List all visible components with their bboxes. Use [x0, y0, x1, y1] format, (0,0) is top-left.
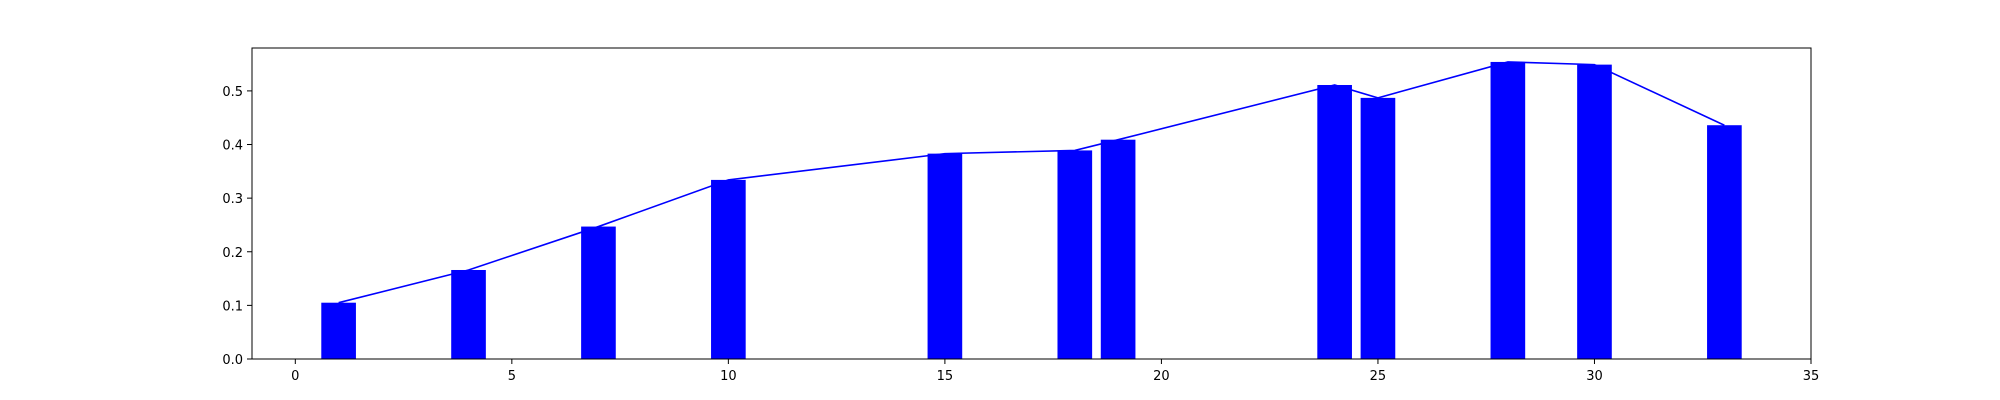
bar: [711, 179, 746, 359]
y-tick-label: 0.1: [222, 299, 243, 314]
y-tick-label: 0.3: [222, 192, 243, 207]
y-tick-label: 0.4: [222, 139, 243, 154]
bar: [1100, 139, 1136, 359]
y-tick-label: 0.0: [222, 353, 243, 368]
bar: [1360, 97, 1396, 359]
y-axis: 0.0 0.1 0.2 0.3 0.4 0.5: [222, 85, 252, 368]
x-tick-label: 5: [508, 369, 516, 384]
x-tick-label: 30: [1586, 369, 1603, 384]
x-tick-label: 20: [1153, 369, 1170, 384]
trend-line: [338, 61, 1725, 304]
x-tick-label: 25: [1370, 369, 1387, 384]
bar: [927, 153, 963, 359]
bar: [1490, 61, 1526, 360]
y-tick-label: 0.2: [222, 246, 243, 261]
bar: [1317, 84, 1352, 359]
trend-line-group: [338, 61, 1725, 304]
bar: [451, 269, 486, 359]
x-tick-label: 35: [1803, 369, 1820, 384]
bar: [1707, 125, 1742, 359]
bar: [1577, 64, 1612, 360]
bar: [1057, 150, 1093, 359]
bar: [581, 226, 616, 359]
bars-group: [321, 61, 1742, 360]
x-tick-label: 0: [291, 369, 299, 384]
x-tick-label: 15: [937, 369, 954, 384]
bar: [321, 302, 356, 359]
y-tick-label: 0.5: [222, 85, 243, 100]
x-axis: 0 5 10 15 20 25 30 35: [291, 359, 1819, 384]
plot-frame: [251, 47, 1812, 360]
x-tick-label: 10: [720, 369, 737, 384]
